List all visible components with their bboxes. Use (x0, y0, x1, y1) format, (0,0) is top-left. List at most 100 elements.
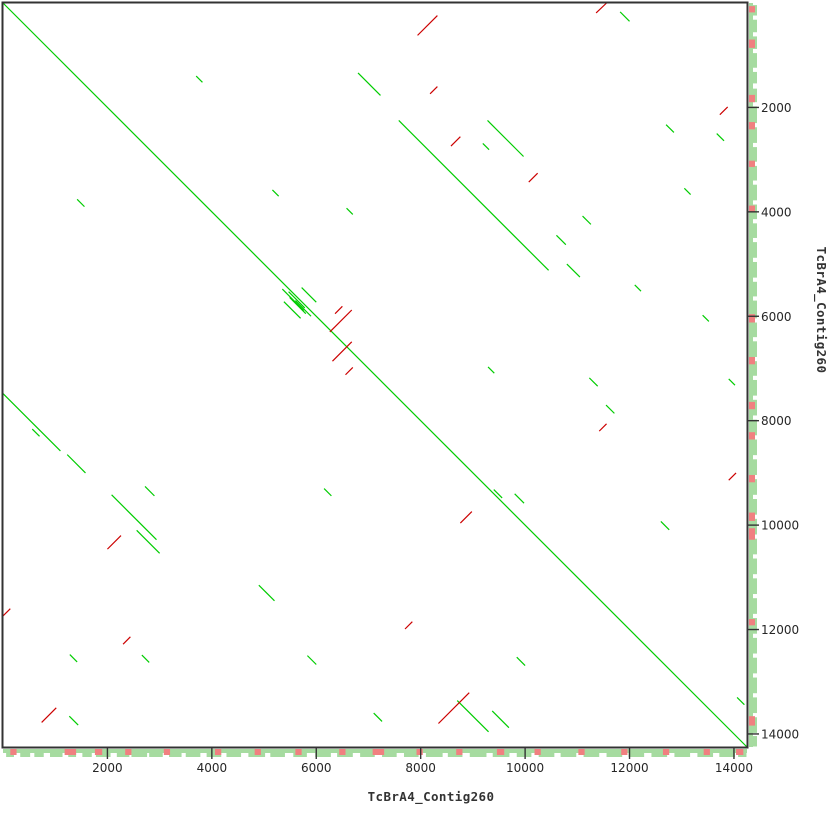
band-segment (749, 160, 755, 167)
alignment-segment (487, 366, 495, 374)
band-segment (82, 750, 92, 757)
band-segment (750, 53, 757, 68)
band-segment (749, 432, 755, 440)
band-segment (382, 750, 397, 757)
band-segment (560, 750, 577, 757)
band-segment (750, 736, 757, 747)
band-segment (295, 749, 302, 755)
alignment-segment (329, 309, 353, 333)
y-axis-title: TcBrA4_Contig260 (813, 247, 829, 374)
alignment-segment (417, 15, 438, 36)
band-segment (628, 750, 645, 757)
band-segment (750, 697, 757, 714)
alignment-segment (195, 75, 203, 83)
alignment-segment (429, 86, 438, 95)
band-segment (34, 750, 44, 757)
band-segment (749, 356, 755, 365)
band-segment (49, 750, 63, 757)
band-segment (749, 474, 755, 483)
x-tick-label: 10000 (506, 761, 544, 775)
y-tick-label: 4000 (761, 205, 792, 219)
alignment-segment (346, 207, 354, 215)
band-segment (750, 459, 757, 475)
alignment-segment (106, 535, 122, 550)
band-segment (750, 657, 757, 674)
y-tick-label: 2000 (761, 101, 792, 115)
band-segment (750, 419, 757, 436)
alignment-segment (306, 655, 317, 665)
band-segment (651, 750, 668, 757)
y-axis: 2000 4000 6000 8000 10000 12000 14000 (748, 101, 799, 741)
x-tick-label: 8000 (405, 761, 436, 775)
band-segment (516, 750, 532, 757)
alignment-segment (2, 393, 61, 452)
band-segment (10, 749, 17, 755)
band-segment (719, 750, 735, 757)
alignment-segment (136, 529, 161, 554)
x-axis-title: TcBrA4_Contig260 (368, 789, 495, 805)
alignment-segment (450, 136, 461, 147)
alignment-segment (582, 215, 592, 225)
alignment-segment (398, 120, 550, 271)
band-segment (469, 750, 487, 757)
band-segment (749, 528, 755, 540)
band-segment (214, 749, 222, 755)
band-segment (116, 750, 130, 757)
alignment-segment (357, 72, 381, 96)
alignment-segment (69, 654, 78, 663)
band-segment (750, 184, 757, 201)
band-segment (749, 94, 755, 103)
alignment-segment (736, 696, 745, 706)
alignment-segment (345, 367, 354, 376)
alignment-segment (588, 377, 599, 387)
alignment-segment (595, 2, 607, 14)
band-segment (750, 558, 757, 575)
band-segment (206, 750, 222, 757)
x-tick-label: 4000 (197, 761, 228, 775)
x-tick-label: 2000 (92, 761, 123, 775)
alignment-segment (598, 423, 607, 432)
alignment-segment (288, 291, 306, 309)
band-segment (736, 749, 744, 755)
segment-group-forward (2, 2, 748, 748)
band-segment (95, 750, 111, 757)
alignment-segment (728, 378, 736, 386)
band-segment (749, 512, 755, 521)
band-segment (425, 750, 443, 757)
band-segment (749, 6, 755, 13)
alignment-segment (438, 692, 470, 724)
x-tick-label: 12000 (610, 761, 648, 775)
band-segment (254, 749, 261, 755)
alignment-segment (605, 404, 615, 414)
alignment-segment (728, 472, 737, 481)
band-segment (416, 749, 423, 755)
alignment-segment (334, 305, 343, 315)
alignment-segment (487, 120, 524, 157)
alignment-segment (566, 263, 581, 278)
band-segment (750, 341, 757, 357)
alignment-segment (528, 172, 539, 183)
band-segment (750, 106, 757, 124)
alignment-segment (373, 712, 383, 722)
right-edge-band (749, 6, 755, 726)
x-tick-label: 6000 (301, 761, 332, 775)
segment-group-reverse (2, 2, 737, 724)
band-segment (750, 223, 757, 238)
alignment-segment (459, 511, 473, 524)
alignment-segment (141, 654, 150, 663)
alignment-segment (491, 710, 510, 729)
band-segment (749, 619, 755, 626)
band-segment (226, 750, 242, 757)
band-segment (703, 749, 710, 755)
plot-border (1, 1, 749, 749)
alignment-segment (332, 341, 353, 362)
alignment-segment (76, 198, 85, 208)
band-segment (750, 518, 757, 535)
band-segment (750, 361, 757, 376)
self-match-edge-bands (3, 3, 757, 757)
band-segment (125, 749, 132, 755)
alignment-segment (404, 621, 413, 630)
band-segment (750, 379, 757, 396)
band-segment (750, 578, 757, 595)
band-segment (750, 165, 757, 181)
